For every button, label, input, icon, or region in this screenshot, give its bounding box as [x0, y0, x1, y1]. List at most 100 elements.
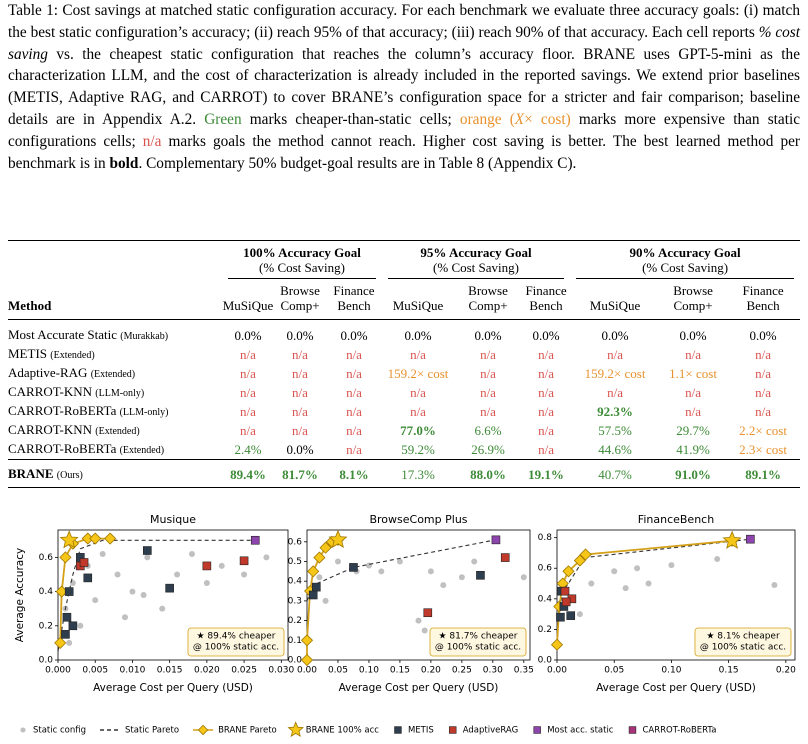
table-row: CARROT-RoBERTa (LLM-only) n/a n/a n/a n/a n/a…	[8, 402, 800, 421]
value-cell: n/a	[410, 385, 426, 400]
data-point	[68, 621, 78, 631]
value-cell: n/a	[292, 404, 308, 419]
group-title: 90% Accuracy Goal	[629, 245, 741, 260]
chart-title: FinanceBench	[638, 513, 714, 526]
data-point	[140, 592, 147, 598]
data-point	[622, 585, 629, 592]
value-cell: n/a	[240, 404, 256, 419]
value-cell: n/a	[346, 404, 362, 419]
value-cell: 41.9%	[676, 442, 710, 457]
legend-swatch	[20, 727, 26, 733]
data-point	[79, 558, 89, 567]
value-cell: n/a	[480, 385, 496, 400]
x-tick-label: 0.35	[514, 666, 534, 676]
data-point	[218, 562, 225, 569]
data-point	[174, 571, 181, 578]
value-cell: n/a	[240, 366, 256, 381]
data-point	[746, 534, 755, 544]
data-point	[69, 580, 76, 587]
data-point	[307, 565, 320, 578]
value-cell: n/a	[292, 423, 308, 438]
method-name: Most Accurate Static	[8, 327, 118, 342]
data-point	[129, 588, 136, 595]
data-point	[421, 627, 428, 634]
data-point	[59, 551, 72, 564]
value-cell: 40.7%	[570, 459, 661, 488]
legend-label: Most acc. static	[547, 726, 614, 736]
method-note: (Extended)	[90, 369, 136, 380]
data-point	[556, 612, 565, 622]
x-axis-label: Average Cost per Query (USD)	[93, 682, 253, 694]
value-cell: 0.0%	[474, 328, 502, 343]
table-row: CARROT-KNN (Extended) n/a n/a n/a 77.0% 6.6% n…	[8, 421, 800, 440]
chart-title: Musique	[150, 513, 196, 526]
table-row: Adaptive-RAG (Extended) n/a n/a n/a 159.2× c…	[8, 364, 800, 383]
legend-label: BRANE 100% acc	[306, 726, 380, 736]
data-point	[263, 554, 270, 561]
data-point	[458, 574, 465, 581]
x-tick-label: 0.10	[661, 666, 681, 676]
results-table: 100% Accuracy Goal (% Cost Saving) 95% Acc…	[8, 240, 801, 488]
data-point	[427, 568, 434, 575]
x-tick-label: 0.20	[421, 666, 441, 676]
method-header: Method	[8, 281, 222, 320]
y-tick-label: 0.0	[538, 656, 553, 666]
pareto-line	[306, 539, 497, 602]
value-cell: 91.0%	[660, 459, 727, 488]
caption-text: bold	[109, 154, 139, 172]
value-cell: 19.1%	[522, 459, 571, 488]
data-point	[319, 541, 332, 554]
value-cell: n/a	[685, 347, 701, 362]
value-cell: n/a	[538, 423, 554, 438]
header-cell	[8, 240, 222, 281]
data-point	[311, 582, 321, 592]
data-point	[77, 622, 84, 629]
data-point	[423, 608, 433, 618]
value-cell: 77.0%	[400, 423, 436, 438]
caption-text: vs. the cheapest static configuration th…	[8, 45, 800, 128]
data-point	[668, 562, 675, 569]
value-cell: n/a	[346, 366, 362, 381]
legend-swatch	[197, 724, 209, 736]
caption-text: % cost saving	[8, 23, 800, 63]
value-cell: n/a	[685, 385, 701, 400]
value-cell: 0.0%	[601, 328, 629, 343]
value-cell: n/a	[240, 423, 256, 438]
column-header: Finance Bench	[326, 281, 383, 320]
legend-label: BRANE Pareto	[218, 726, 277, 736]
data-point	[300, 634, 314, 647]
group-rule: 90% Accuracy Goal (% Cost Saving)	[576, 245, 795, 279]
legend-label: METIS	[408, 726, 434, 736]
y-axis-label: Average Accuracy	[14, 548, 26, 642]
caption-text: marks cheaper-than-static cells;	[241, 110, 460, 128]
data-point	[328, 529, 348, 548]
y-tick-label: 0.1	[288, 636, 302, 646]
figure: Musique Average Cost per Query (USD) Avera…	[14, 513, 796, 738]
data-point	[300, 653, 314, 667]
method-cell: Most Accurate Static (Murakkab)	[8, 320, 222, 346]
column-header: MuSiQue	[222, 281, 274, 320]
data-point	[415, 617, 422, 624]
value-cell: 8.1%	[326, 459, 383, 488]
annotation-box	[187, 627, 285, 657]
x-tick-label: 0.05	[604, 666, 624, 676]
annotation-text: @ 100% static acc.	[193, 643, 279, 653]
group-title: 95% Accuracy Goal	[420, 245, 532, 260]
caption-text: orange (	[459, 110, 515, 128]
caption-text: Green	[204, 110, 242, 128]
x-axis-label: Average Cost per Query (USD)	[596, 682, 756, 694]
method-name: METIS	[8, 346, 47, 361]
data-point	[89, 532, 102, 545]
group-rule: 100% Accuracy Goal (% Cost Saving)	[228, 245, 377, 279]
value-cell: 0.0%	[340, 328, 368, 343]
legend-swatch	[449, 726, 457, 734]
method-cell: BRANE (Ours)	[8, 459, 222, 488]
data-point	[202, 561, 212, 571]
data-point	[159, 605, 166, 612]
y-tick-label: 0.6	[288, 537, 303, 547]
value-cell: 159.2× cost	[387, 366, 449, 381]
data-point	[520, 574, 527, 581]
y-tick-label: 0.0	[39, 656, 54, 666]
x-axis-label: Average Cost per Query (USD)	[339, 682, 499, 694]
